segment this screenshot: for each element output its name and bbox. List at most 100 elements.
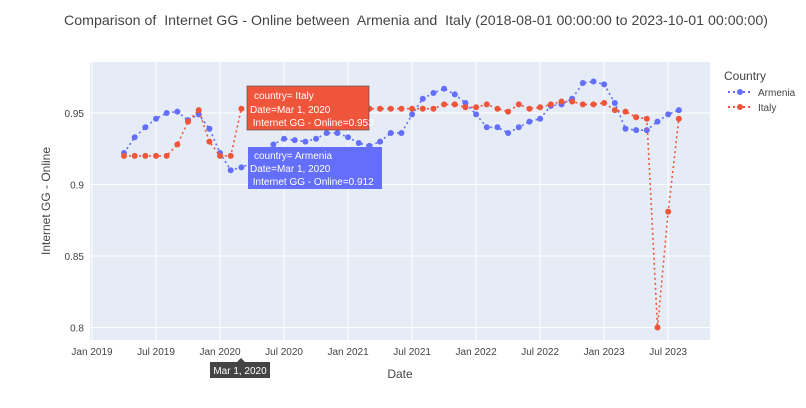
data-point-armenia[interactable] xyxy=(494,124,501,131)
legend-title: Country xyxy=(724,69,766,83)
data-point-armenia[interactable] xyxy=(355,140,362,147)
data-point-armenia[interactable] xyxy=(377,138,384,145)
data-point-italy[interactable] xyxy=(131,152,138,159)
data-point-armenia[interactable] xyxy=(174,108,181,115)
legend-label-italy: Italy xyxy=(758,103,776,114)
data-point-armenia[interactable] xyxy=(206,125,213,132)
data-point-armenia[interactable] xyxy=(515,124,522,131)
data-point-armenia[interactable] xyxy=(483,124,490,131)
data-point-armenia[interactable] xyxy=(643,127,650,134)
data-point-italy[interactable] xyxy=(483,101,490,108)
data-point-italy[interactable] xyxy=(238,105,245,112)
data-point-armenia[interactable] xyxy=(281,135,288,142)
data-point-armenia[interactable] xyxy=(441,85,448,92)
data-point-armenia[interactable] xyxy=(601,81,608,88)
data-point-italy[interactable] xyxy=(409,105,416,112)
data-point-armenia[interactable] xyxy=(387,130,394,137)
data-point-italy[interactable] xyxy=(601,99,608,106)
data-point-armenia[interactable] xyxy=(451,91,458,98)
data-point-armenia[interactable] xyxy=(537,115,544,122)
data-point-italy[interactable] xyxy=(451,101,458,108)
tooltip-italy-line-1: country= Italy xyxy=(254,91,314,102)
data-point-italy[interactable] xyxy=(195,107,202,114)
data-point-italy[interactable] xyxy=(494,105,501,112)
y-tick-label: 0.95 xyxy=(65,109,85,120)
data-point-armenia[interactable] xyxy=(131,134,138,141)
data-point-armenia[interactable] xyxy=(579,79,586,86)
data-point-italy[interactable] xyxy=(121,152,128,159)
data-point-armenia[interactable] xyxy=(238,164,245,171)
data-point-italy[interactable] xyxy=(643,115,650,122)
data-point-italy[interactable] xyxy=(163,152,170,159)
data-point-armenia[interactable] xyxy=(409,111,416,118)
data-point-armenia[interactable] xyxy=(163,110,170,116)
data-point-armenia[interactable] xyxy=(430,89,437,96)
data-point-italy[interactable] xyxy=(622,108,629,115)
legend-item-italy[interactable]: Italy xyxy=(728,103,776,114)
data-point-armenia[interactable] xyxy=(654,118,661,125)
data-point-italy[interactable] xyxy=(142,152,149,159)
data-point-italy[interactable] xyxy=(153,152,160,159)
data-point-italy[interactable] xyxy=(579,101,586,108)
data-point-armenia[interactable] xyxy=(633,127,640,134)
data-point-italy[interactable] xyxy=(430,105,437,112)
data-point-italy[interactable] xyxy=(537,104,544,111)
y-tick-label: 0.9 xyxy=(70,181,84,192)
data-point-armenia[interactable] xyxy=(675,107,682,114)
data-point-armenia[interactable] xyxy=(419,95,426,102)
data-point-italy[interactable] xyxy=(515,101,522,108)
data-point-italy[interactable] xyxy=(633,114,640,121)
data-point-italy[interactable] xyxy=(611,107,618,114)
data-point-armenia[interactable] xyxy=(270,141,277,148)
y-axis-label: Internet GG - Online xyxy=(39,147,53,255)
data-point-italy[interactable] xyxy=(462,104,469,111)
tooltip-armenia-line-2: Date=Mar 1, 2020 xyxy=(250,164,331,175)
data-point-italy[interactable] xyxy=(227,152,234,159)
x-tick-label: Jan 2020 xyxy=(199,347,241,358)
data-point-italy[interactable] xyxy=(558,98,565,105)
data-point-italy[interactable] xyxy=(505,108,512,115)
data-point-armenia[interactable] xyxy=(153,115,160,122)
tooltip-armenia xyxy=(248,147,382,189)
data-point-italy[interactable] xyxy=(569,98,576,105)
data-point-italy[interactable] xyxy=(174,141,181,148)
data-point-armenia[interactable] xyxy=(622,125,629,132)
data-point-armenia[interactable] xyxy=(227,167,234,174)
data-point-armenia[interactable] xyxy=(505,130,512,137)
data-point-italy[interactable] xyxy=(206,138,213,145)
data-point-armenia[interactable] xyxy=(302,138,309,145)
hover-tooltips: country= Italy Date=Mar 1, 2020 Internet… xyxy=(210,85,382,378)
legend-item-armenia[interactable]: Armenia xyxy=(728,88,796,99)
data-point-armenia[interactable] xyxy=(142,124,149,131)
data-point-armenia[interactable] xyxy=(334,130,341,137)
data-point-armenia[interactable] xyxy=(665,111,672,118)
data-point-italy[interactable] xyxy=(654,324,661,331)
data-point-armenia[interactable] xyxy=(291,137,298,144)
data-point-armenia[interactable] xyxy=(323,130,330,137)
data-point-armenia[interactable] xyxy=(462,99,469,106)
data-point-italy[interactable] xyxy=(473,104,480,111)
data-point-italy[interactable] xyxy=(526,105,533,112)
data-point-armenia[interactable] xyxy=(611,99,618,106)
tooltip-italy xyxy=(246,85,370,131)
data-point-armenia[interactable] xyxy=(526,118,533,125)
data-point-armenia[interactable] xyxy=(473,111,480,118)
data-point-armenia[interactable] xyxy=(590,78,597,85)
tooltip-italy-line-3: Internet GG - Online=0.953 xyxy=(250,118,374,129)
data-point-armenia[interactable] xyxy=(345,134,352,141)
data-point-italy[interactable] xyxy=(675,115,682,122)
data-point-italy[interactable] xyxy=(217,152,224,159)
data-point-italy[interactable] xyxy=(185,118,192,125)
data-point-italy[interactable] xyxy=(419,105,426,112)
x-tick-label: Jul 2021 xyxy=(393,347,431,358)
tooltip-armenia-line-3: Internet GG - Online=0.912 xyxy=(250,177,374,188)
data-point-italy[interactable] xyxy=(387,105,394,112)
data-point-italy[interactable] xyxy=(441,101,448,108)
data-point-italy[interactable] xyxy=(547,101,554,108)
data-point-italy[interactable] xyxy=(665,208,672,215)
data-point-italy[interactable] xyxy=(377,105,384,112)
data-point-armenia[interactable] xyxy=(313,135,320,142)
data-point-italy[interactable] xyxy=(398,105,405,112)
data-point-italy[interactable] xyxy=(590,101,597,108)
data-point-armenia[interactable] xyxy=(398,130,405,137)
